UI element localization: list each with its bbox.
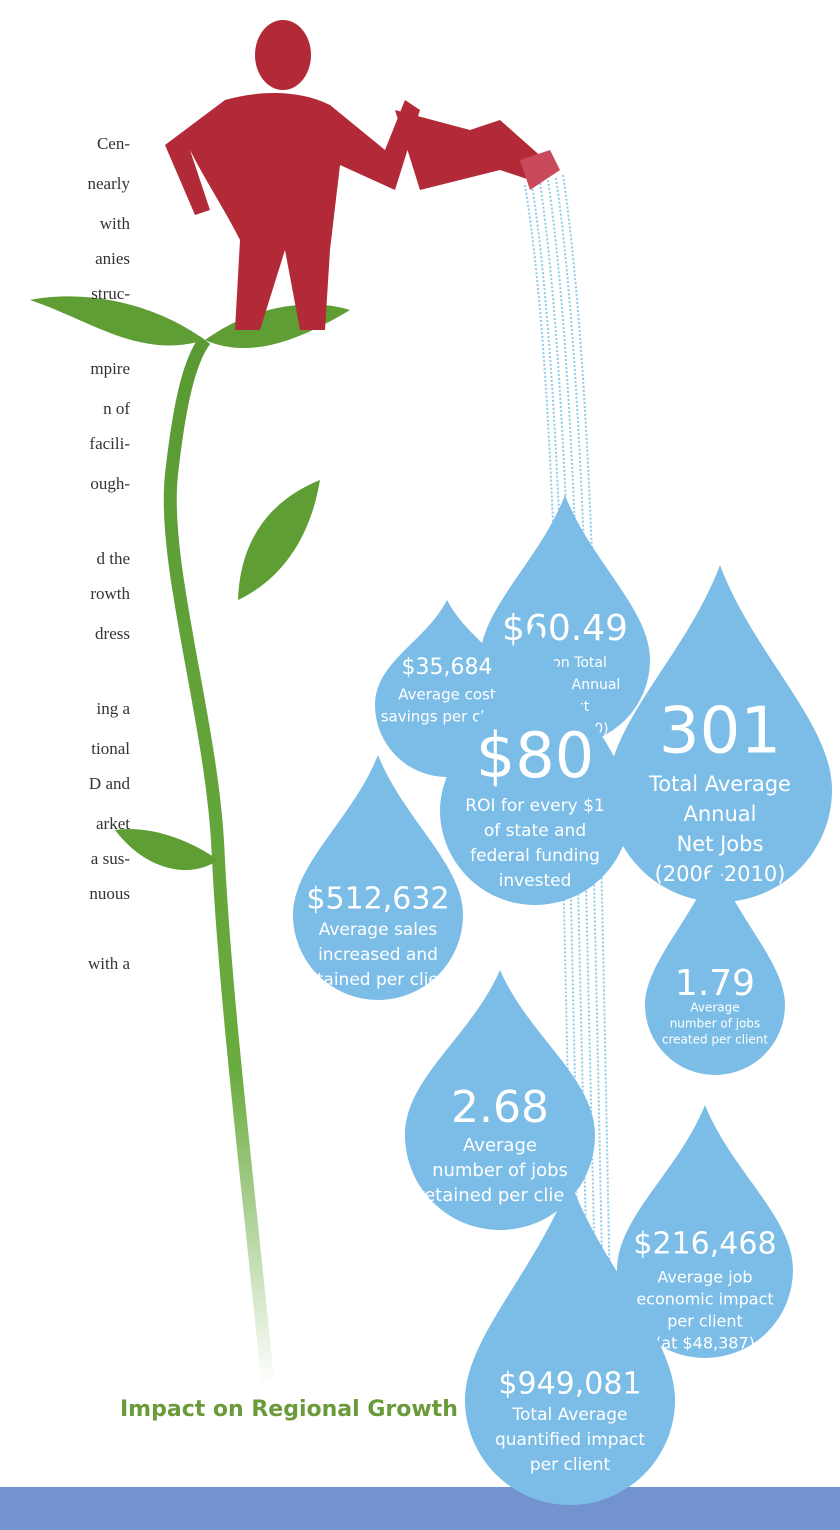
drop-label: Average	[463, 1135, 537, 1156]
drop-label: per client	[667, 1312, 743, 1331]
body-text-fragment: n of	[103, 399, 130, 418]
caption: Impact on Regional Growth	[120, 1397, 458, 1422]
body-text-fragment: D and	[89, 774, 131, 793]
leaf	[30, 296, 205, 345]
body-text-fragment: ing a	[96, 699, 130, 718]
drop-label: invested	[499, 871, 572, 891]
drop-value: $60.49	[502, 608, 628, 649]
body-text-fragment: a sus-	[91, 849, 131, 868]
drop-label: Average cost	[398, 686, 496, 704]
drop-label: Net Jobs	[677, 832, 764, 856]
drop-value: $949,081	[498, 1367, 641, 1402]
body-text-fragment: nuous	[89, 884, 130, 903]
body-text-fragment: anies	[95, 249, 130, 268]
body-text-fragment: with	[100, 214, 131, 233]
drop-value: 2.68	[451, 1082, 549, 1133]
gardener	[165, 20, 560, 330]
drop-label: Total Average	[648, 772, 791, 796]
body-text-fragment: arket	[96, 814, 130, 833]
body-text-fragment: dress	[95, 624, 130, 643]
drop-value: 1.79	[675, 963, 755, 1004]
body-text-fragment: nearly	[88, 174, 131, 193]
body-text-fragment: facili-	[89, 434, 130, 453]
drop-label: federal funding	[470, 846, 600, 866]
drop-label: of state and	[484, 821, 586, 841]
drop-value: $216,468	[633, 1227, 776, 1262]
body-text-fragment: rowth	[90, 584, 130, 603]
leaf	[238, 480, 320, 600]
drop-label: (at $48,387)	[655, 1334, 755, 1353]
drop-label: created per client	[662, 1033, 769, 1047]
footer-bar	[0, 1487, 840, 1530]
body-text-fragment: struc-	[91, 284, 130, 303]
body-text-fragment: with a	[88, 954, 130, 973]
leaf	[205, 304, 350, 348]
drop-label: Average	[690, 1001, 739, 1015]
drop-label: per client	[530, 1455, 611, 1475]
body-text-fragment: ough-	[90, 474, 130, 493]
infographic: Impact on Regional Growth Cen-nearly with…	[0, 0, 840, 1530]
page: Impact on Regional Growth Cen-nearly with…	[0, 0, 840, 1530]
body-text-fragment: mpire	[90, 359, 130, 378]
drop-label: ROI for every $1	[465, 796, 604, 816]
leaf	[115, 829, 218, 870]
body-text-fragment: Cen-	[97, 134, 130, 153]
body-text-fragment: d the	[96, 549, 130, 568]
drop-label: quantified impact	[495, 1430, 645, 1450]
drop-label: Annual	[684, 802, 757, 826]
drop-value: $80	[476, 719, 594, 792]
drop-value: $512,632	[306, 882, 449, 917]
body-text-fragment: tional	[91, 739, 130, 758]
drop-label: economic impact	[636, 1290, 773, 1309]
drop-label: retained per client	[300, 970, 457, 990]
drop-label: number of jobs	[670, 1017, 761, 1031]
drop-value: $35,684	[402, 655, 493, 680]
drop-label: Average job	[657, 1268, 752, 1287]
drop-label: number of jobs	[432, 1160, 568, 1181]
drop-label: Total Average	[512, 1405, 628, 1425]
drop-label: increased and	[318, 945, 438, 965]
drop-label: Average sales	[319, 920, 438, 940]
drop-label: retained per client	[417, 1185, 583, 1206]
drop-value: 301	[659, 695, 781, 769]
